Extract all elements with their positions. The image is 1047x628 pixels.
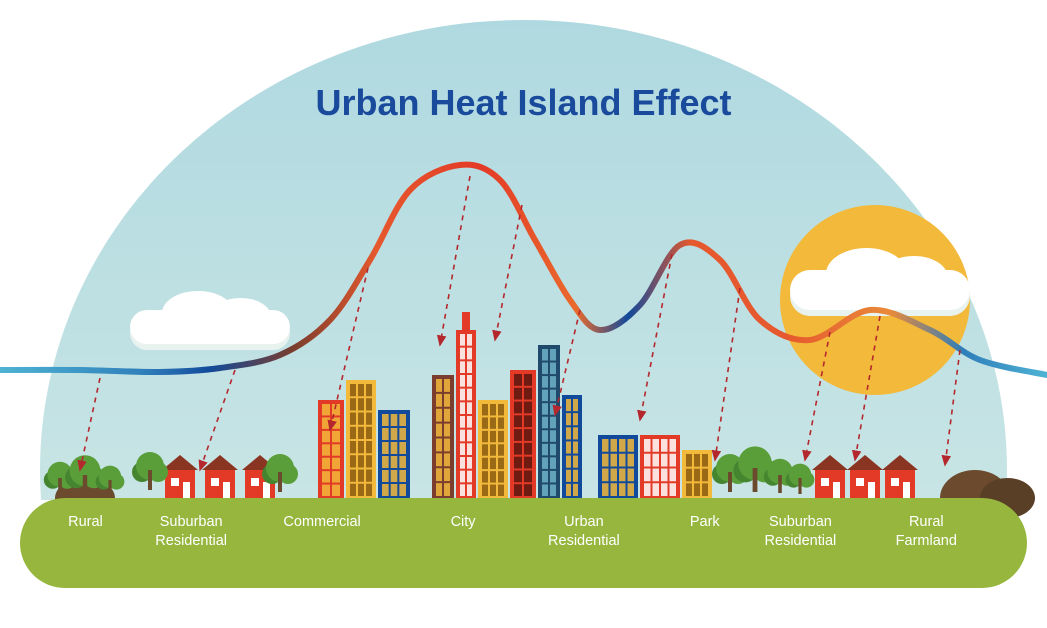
zone-label-rural: Rural: [40, 513, 131, 532]
zone-label-farmland: Rural Farmland: [876, 513, 977, 551]
zone-label-suburban2: Suburban Residential: [740, 513, 861, 551]
zone-label-urbanres: Urban Residential: [524, 513, 645, 551]
infographic-stage: Urban Heat Island Effect RuralSuburban R…: [0, 0, 1047, 628]
zone-label-suburban1: Suburban Residential: [131, 513, 252, 551]
cloud: [790, 270, 970, 310]
page-title: Urban Heat Island Effect: [0, 82, 1047, 124]
zone-label-city: City: [408, 513, 519, 532]
zone-label-commercial: Commercial: [262, 513, 383, 532]
cloud: [130, 310, 290, 344]
zone-label-park: Park: [664, 513, 745, 532]
